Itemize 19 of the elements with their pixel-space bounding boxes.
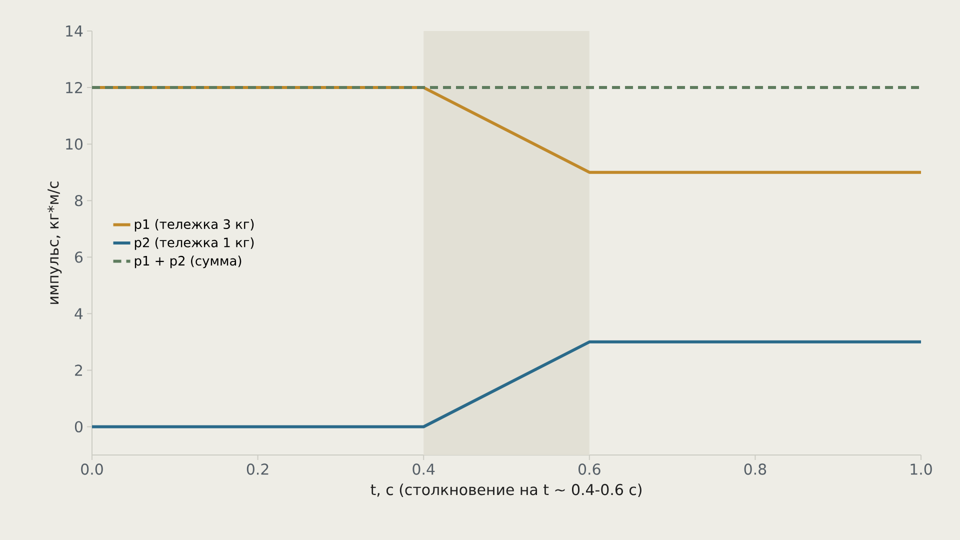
x-tick-label: 0.2 xyxy=(246,464,268,475)
y-tick-label: 10 xyxy=(66,138,82,150)
y-axis-title: импульс, кг*м/с xyxy=(47,182,62,304)
y-tick-label: 12 xyxy=(66,82,82,94)
y-tick-label: 6 xyxy=(75,251,83,263)
y-tick-label: 0 xyxy=(74,421,82,432)
x-axis-title: t, с (столкновение на t ~ 0.4-0.6 с) xyxy=(370,484,642,497)
x-tick-label: 0.4 xyxy=(412,464,435,475)
y-tick-label: 14 xyxy=(66,26,83,36)
x-tick-label: 0.6 xyxy=(578,464,600,475)
x-tick-label: 0.8 xyxy=(744,464,766,475)
y-tick-label: 4 xyxy=(74,308,83,320)
y-tick-label: 8 xyxy=(74,194,82,206)
y-tick-label: 2 xyxy=(75,364,82,376)
legend-label: p1 + p2 (сумма) xyxy=(134,256,242,268)
legend-label: p1 (тележка 3 кг) xyxy=(134,219,254,232)
x-tick-label: 1.0 xyxy=(910,464,932,475)
legend-label: p2 (тележка 1 кг) xyxy=(134,237,254,250)
x-tick-label: 0.0 xyxy=(81,464,103,475)
